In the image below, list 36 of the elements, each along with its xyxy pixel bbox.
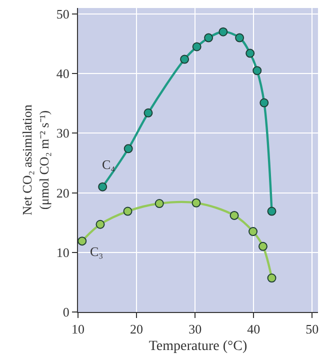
x-tick-label: 30 bbox=[188, 322, 202, 337]
point bbox=[252, 66, 262, 76]
y-tick-label: 10 bbox=[56, 244, 70, 260]
point bbox=[154, 199, 164, 208]
y-tick-label: 30 bbox=[56, 126, 70, 141]
point bbox=[248, 227, 258, 236]
point bbox=[258, 242, 268, 251]
point bbox=[123, 206, 132, 216]
series-label: C₃ bbox=[90, 244, 104, 259]
point bbox=[235, 33, 244, 42]
y-tick-label: 0 bbox=[62, 304, 70, 320]
y-tick-label: 40 bbox=[56, 66, 70, 82]
point bbox=[246, 48, 255, 58]
y-tick-label: 50 bbox=[56, 6, 70, 22]
point bbox=[267, 274, 276, 283]
x-tick-label: 40 bbox=[247, 322, 260, 337]
point bbox=[204, 33, 214, 42]
y-axis-title: Net CO₂ assimilation (μmol CO₂ m⁻² s⁻¹) bbox=[19, 104, 52, 216]
point bbox=[96, 220, 105, 229]
point bbox=[192, 42, 202, 52]
point bbox=[180, 54, 190, 64]
point bbox=[230, 210, 239, 220]
point bbox=[260, 98, 269, 108]
point bbox=[98, 182, 108, 192]
y-tick-label: 20 bbox=[56, 185, 70, 200]
x-tick-label: 10 bbox=[72, 322, 84, 337]
point bbox=[267, 206, 276, 216]
x-axis-title: Temperature (°C) bbox=[148, 338, 248, 354]
point bbox=[192, 198, 201, 208]
point bbox=[78, 236, 87, 246]
point bbox=[218, 27, 228, 36]
point bbox=[124, 144, 133, 154]
x-tick-label: 20 bbox=[130, 322, 144, 337]
x-tick-label: 50 bbox=[306, 322, 319, 337]
point bbox=[144, 108, 153, 118]
series-label: C₄ bbox=[102, 157, 116, 172]
